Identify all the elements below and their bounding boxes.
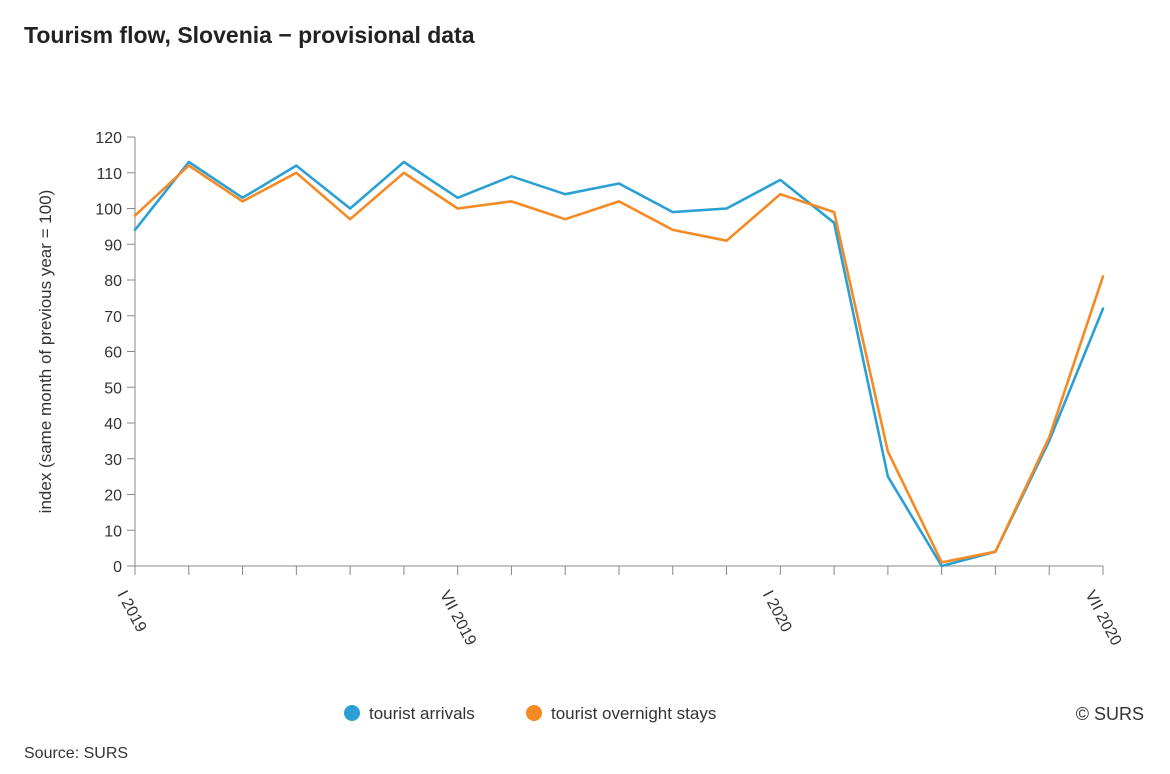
y-axis-title: index (same month of previous year = 100… [36, 190, 55, 514]
chart-title: Tourism flow, Slovenia − provisional dat… [24, 22, 475, 48]
x-tick-label: I 2020 [759, 588, 795, 635]
y-tick-label: 20 [104, 488, 122, 505]
y-tick-label: 100 [95, 202, 122, 219]
series-line-0 [133, 160, 1105, 568]
legend-label-1: tourist overnight stays [551, 704, 716, 723]
y-tick-label: 80 [104, 273, 122, 290]
y-tick-label: 70 [104, 309, 122, 326]
y-tick-label: 30 [104, 452, 122, 469]
y-tick-label: 40 [104, 416, 122, 433]
y-tick-label: 90 [104, 237, 122, 254]
legend-marker-0 [344, 705, 360, 721]
y-tick-label: 110 [96, 166, 122, 183]
x-tick-label: VII 2019 [436, 588, 479, 649]
legend-marker-1 [526, 705, 542, 721]
y-tick-label: 50 [104, 380, 122, 397]
source-note: Source: SURS [24, 745, 129, 762]
copyright-label: © SURS [1075, 704, 1144, 724]
y-tick-label: 120 [95, 130, 122, 147]
series-line-1 [133, 164, 1105, 564]
x-tick-label: VII 2020 [1081, 588, 1124, 649]
legend-label-0: tourist arrivals [369, 704, 475, 723]
y-tick-label: 60 [104, 345, 122, 362]
y-tick-label: 0 [113, 559, 122, 576]
y-tick-label: 10 [104, 523, 122, 540]
x-tick-label: I 2019 [113, 588, 149, 635]
